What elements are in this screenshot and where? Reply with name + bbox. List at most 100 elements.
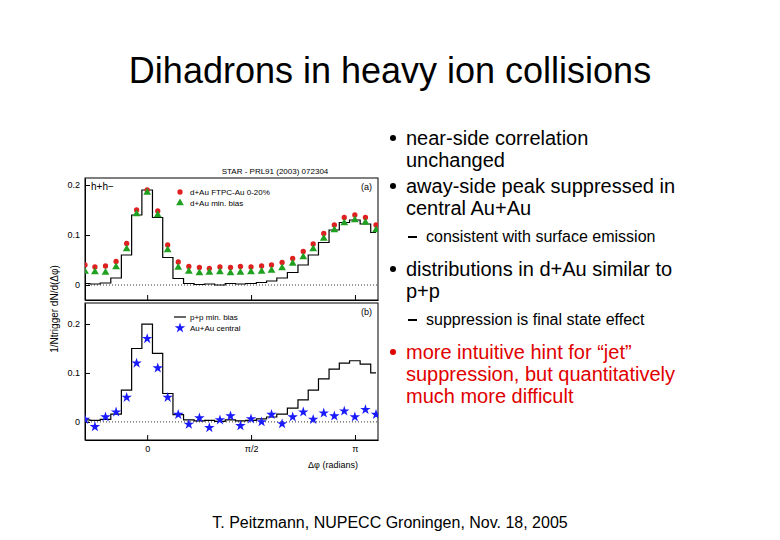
plot-data: [85, 187, 378, 285]
data-point: [85, 262, 88, 267]
y-tick: 0: [75, 280, 90, 290]
data-point: [268, 266, 276, 273]
data-point: [228, 265, 233, 270]
data-point: [85, 414, 90, 424]
data-point: [215, 414, 225, 424]
bullet-dot: [390, 135, 396, 141]
data-point: [196, 269, 204, 276]
plot-frame: [85, 178, 378, 300]
y-tick-mark: [85, 422, 90, 423]
data-point: [350, 412, 360, 422]
series-line: [85, 190, 376, 285]
y-tick-label: 0.1: [67, 368, 80, 378]
data-point: [237, 268, 245, 275]
data-point: [248, 264, 253, 269]
legend-marker: [175, 322, 185, 332]
x-tick: π: [352, 435, 358, 454]
legend: p+p min. biasAu+Au central: [174, 313, 241, 333]
bullet-dot: [390, 349, 396, 355]
data-point: [289, 259, 297, 266]
annotation: STAR - PRL91 (2003) 072304: [222, 167, 329, 176]
data-point: [246, 413, 256, 423]
data-point: [103, 263, 108, 268]
bullet-text: distributions in d+Au similar to p+p: [406, 258, 672, 302]
x-tick: π/2: [245, 435, 259, 454]
data-point: [133, 210, 141, 217]
data-point: [92, 264, 97, 269]
data-point: [90, 421, 100, 431]
data-point: [258, 267, 266, 274]
legend-marker: [176, 199, 184, 206]
y-tick: 0.2: [67, 319, 90, 329]
data-point: [207, 266, 212, 271]
legend-label: d+Au min. bias: [190, 199, 243, 208]
data-point: [319, 408, 329, 418]
data-point: [217, 264, 222, 269]
bullet-item: away-side peak suppressed in central Au+…: [388, 175, 688, 219]
legend-line: [174, 316, 186, 317]
data-point: [309, 245, 317, 252]
data-point: [299, 253, 307, 260]
data-point: [332, 222, 337, 227]
data-point: [145, 187, 150, 192]
y-tick-mark: [85, 185, 90, 186]
x-axis-title: Δφ (radians): [308, 460, 358, 470]
x-tick: [251, 295, 252, 300]
data-point: [124, 241, 129, 246]
y-axis: 00.10.2: [67, 304, 90, 441]
data-point: [85, 267, 89, 274]
data-point: [205, 268, 213, 275]
bullet-item: distributions in d+Au similar to p+p: [388, 258, 688, 302]
x-tick-mark: [251, 435, 252, 440]
x-tick-mark: [147, 295, 148, 300]
chart-canvas: 0 0.1 0.2 d+Au FTPC-Au 0-20% d+Au min. bias S…: [0, 0, 780, 540]
data-point: [155, 208, 160, 213]
y-axis-line: [85, 304, 86, 441]
data-point: [100, 412, 110, 422]
y-axis-line: [85, 179, 86, 301]
legend-marker: [177, 189, 182, 194]
plot-frame: [85, 303, 378, 440]
x-tick: [355, 295, 356, 300]
sub-bullet-item: suppression is final state effect: [388, 310, 688, 329]
data-point: [235, 420, 245, 430]
bullet-text: more intuitive hint for “jet” suppressio…: [406, 341, 675, 407]
data-point: [321, 231, 326, 236]
data-point: [340, 219, 348, 226]
data-point: [279, 260, 284, 265]
sub-bullet-item: consistent with surface emission: [388, 227, 688, 246]
slide: {"slide": { "title": "Dihadrons in heavy…: [0, 0, 780, 540]
bullet-text: away-side peak suppressed in central Au+…: [406, 175, 675, 219]
y-tick-label: 0: [75, 280, 80, 290]
data-point: [121, 392, 131, 402]
bullet-dash: [408, 236, 417, 238]
legend: d+Au FTPC-Au 0-20% d+Au min. bias: [176, 188, 270, 208]
data-point: [216, 268, 224, 275]
data-point: [162, 392, 172, 402]
y-axis-title: 1/Ntrigger dN/d(Δφ): [49, 265, 60, 353]
data-point: [134, 207, 139, 212]
slide-footer: T. Peitzmann, NUPECC Groningen, Nov. 18,…: [0, 514, 780, 532]
data-point: [277, 418, 287, 428]
x-tick-label: 0: [145, 444, 150, 454]
x-axis-line: [86, 300, 379, 301]
data-point: [301, 249, 306, 254]
sub-bullet-text: consistent with surface emission: [426, 228, 655, 245]
data-point: [131, 358, 141, 368]
data-point: [360, 404, 370, 414]
plot-data: [85, 324, 378, 432]
legend-label: d+Au FTPC-Au 0-20%: [190, 188, 270, 197]
data-point: [165, 242, 170, 247]
data-point: [174, 263, 182, 270]
series-line: [85, 324, 376, 421]
data-point: [362, 218, 370, 225]
x-tick-mark: [147, 435, 148, 440]
x-tick-label: π: [352, 444, 358, 454]
data-point: [173, 409, 183, 419]
x-tick: 0: [145, 435, 150, 454]
data-point: [269, 262, 274, 267]
annotation: h+h−: [91, 181, 114, 192]
bullet-item: more intuitive hint for “jet” suppressio…: [388, 341, 688, 407]
y-tick: 0.1: [67, 230, 90, 240]
bullet-list: near-side correlation unchangedaway-side…: [388, 127, 688, 407]
